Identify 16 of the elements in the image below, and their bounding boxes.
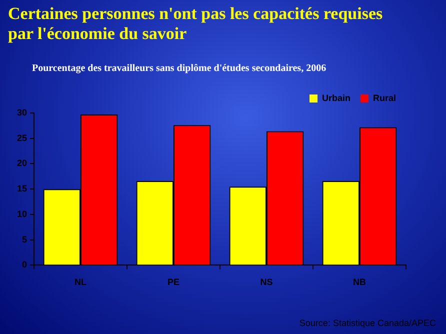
- legend-label: Urbain: [322, 92, 351, 103]
- y-tick-label: 0: [22, 260, 28, 270]
- x-tick-label: NL: [74, 277, 88, 288]
- y-tick-label: 30: [16, 107, 28, 118]
- chart-title: Certaines personnes n'ont pas les capacités requises par l'économie du savoir: [8, 4, 384, 44]
- x-tick-label: NS: [260, 277, 273, 288]
- y-tick-label: 25: [16, 132, 28, 143]
- y-tick-label: 15: [16, 184, 28, 194]
- y-tick-label: 20: [16, 158, 28, 168]
- y-tick-label: 10: [16, 208, 28, 219]
- x-tick-label: NB: [353, 277, 366, 288]
- y-tick-label: 5: [22, 234, 28, 244]
- chart-subtitle: Pourcentage des travailleurs sans diplôme d'études secondaires, 2006: [32, 62, 328, 75]
- x-tick-label: PE: [168, 277, 180, 288]
- source-note: Source: Statistique Canada/APEC: [299, 318, 436, 328]
- legend-label: Rural: [372, 92, 396, 103]
